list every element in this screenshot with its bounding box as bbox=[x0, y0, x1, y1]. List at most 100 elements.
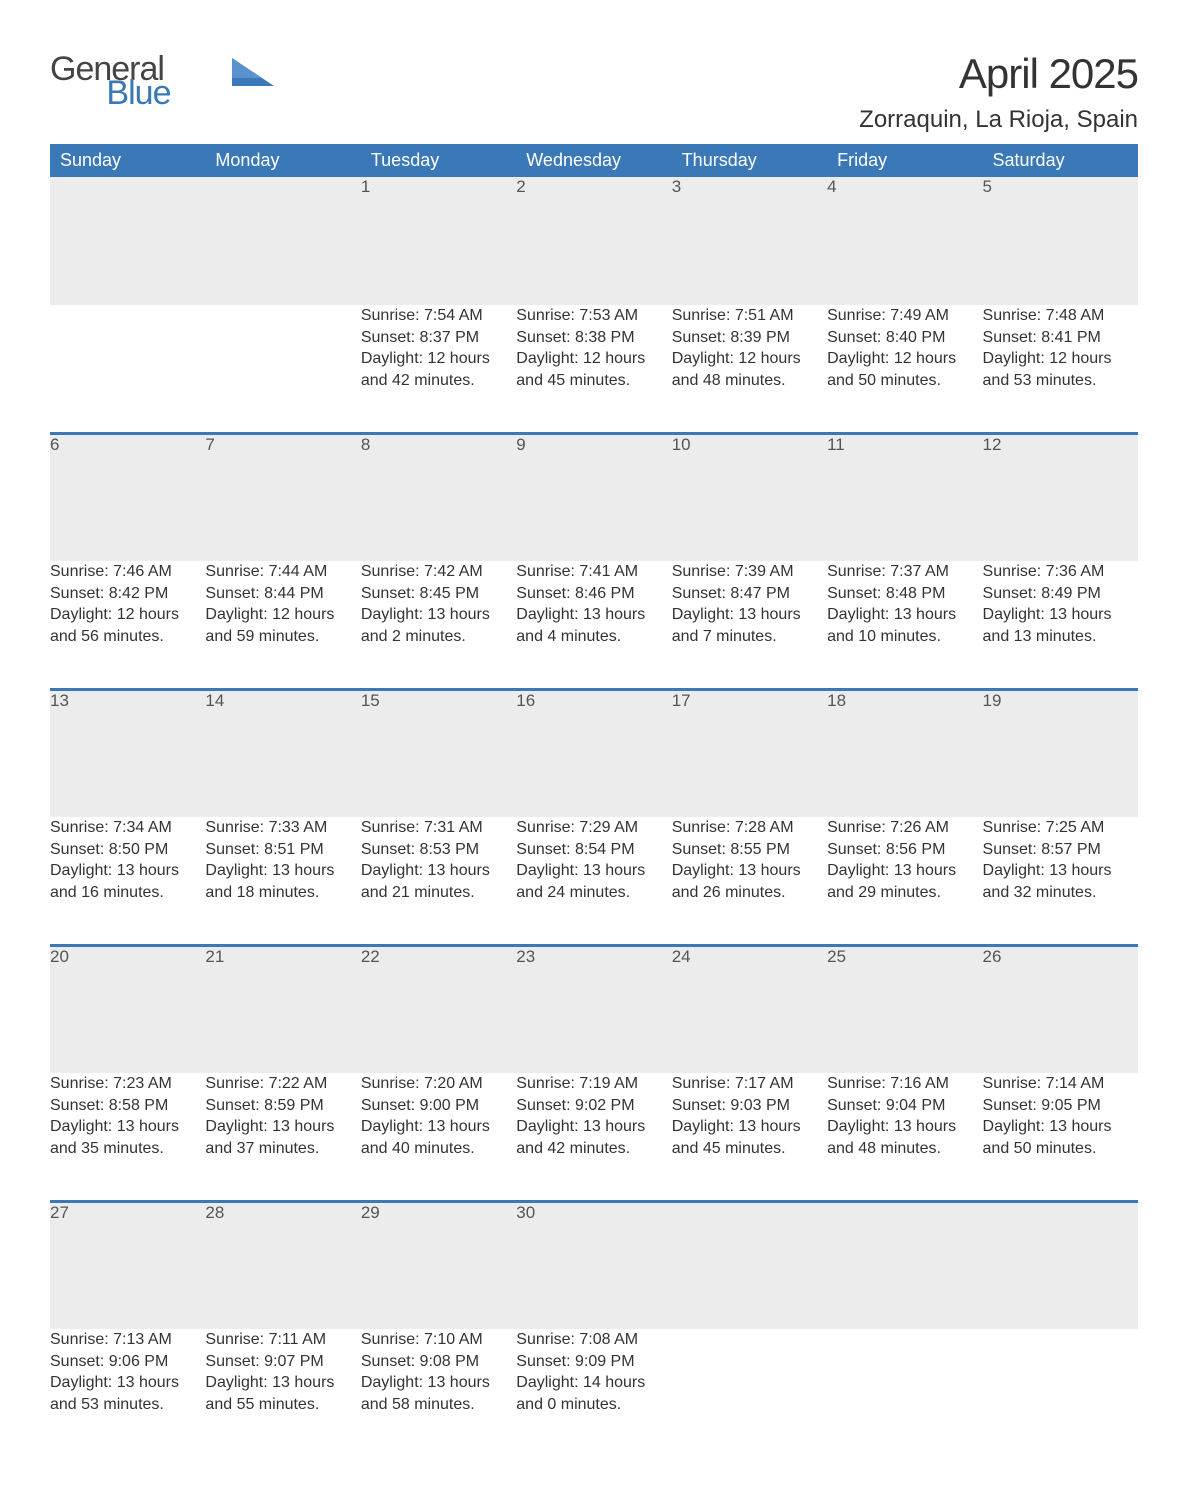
sunset-label: Sunset: bbox=[50, 585, 109, 602]
sunset-value: 8:40 PM bbox=[886, 329, 946, 346]
sunrise-line: Sunrise: 7:13 AM bbox=[50, 1329, 205, 1351]
day-number: 25 bbox=[827, 947, 846, 966]
day-content-cell: Sunrise: 7:29 AMSunset: 8:54 PMDaylight:… bbox=[516, 817, 671, 945]
daylight-line: Daylight: 13 hours and 13 minutes. bbox=[983, 604, 1138, 647]
sunrise-value: 7:17 AM bbox=[735, 1075, 794, 1092]
sunset-line: Sunset: 9:02 PM bbox=[516, 1095, 671, 1117]
sunrise-label: Sunrise: bbox=[361, 1075, 424, 1092]
day-content-cell bbox=[50, 305, 205, 433]
day-content-row: Sunrise: 7:34 AMSunset: 8:50 PMDaylight:… bbox=[50, 817, 1138, 945]
daylight-label: Daylight: bbox=[361, 1118, 428, 1135]
day-content-cell: Sunrise: 7:17 AMSunset: 9:03 PMDaylight:… bbox=[672, 1073, 827, 1201]
day-number: 20 bbox=[50, 947, 69, 966]
sunrise-value: 7:54 AM bbox=[424, 307, 483, 324]
sunset-line: Sunset: 8:59 PM bbox=[205, 1095, 360, 1117]
day-number: 12 bbox=[983, 435, 1002, 454]
sunrise-label: Sunrise: bbox=[516, 1331, 579, 1348]
sunrise-line: Sunrise: 7:08 AM bbox=[516, 1329, 671, 1351]
daylight-line: Daylight: 13 hours and 45 minutes. bbox=[672, 1116, 827, 1159]
sunrise-line: Sunrise: 7:49 AM bbox=[827, 305, 982, 327]
sunset-line: Sunset: 8:45 PM bbox=[361, 583, 516, 605]
sunset-label: Sunset: bbox=[516, 1097, 575, 1114]
sunrise-line: Sunrise: 7:23 AM bbox=[50, 1073, 205, 1095]
sunset-line: Sunset: 9:00 PM bbox=[361, 1095, 516, 1117]
day-content-cell: Sunrise: 7:54 AMSunset: 8:37 PMDaylight:… bbox=[361, 305, 516, 433]
day-number-row: 27282930 bbox=[50, 1201, 1138, 1329]
daylight-line: Daylight: 13 hours and 37 minutes. bbox=[205, 1116, 360, 1159]
sunset-line: Sunset: 9:04 PM bbox=[827, 1095, 982, 1117]
daylight-line: Daylight: 12 hours and 56 minutes. bbox=[50, 604, 205, 647]
sunset-line: Sunset: 8:37 PM bbox=[361, 327, 516, 349]
sunrise-label: Sunrise: bbox=[827, 307, 890, 324]
sunset-label: Sunset: bbox=[361, 329, 420, 346]
daylight-line: Daylight: 13 hours and 48 minutes. bbox=[827, 1116, 982, 1159]
sunset-line: Sunset: 8:49 PM bbox=[983, 583, 1138, 605]
day-number: 2 bbox=[516, 177, 525, 196]
sunset-label: Sunset: bbox=[672, 1097, 731, 1114]
day-content-cell: Sunrise: 7:39 AMSunset: 8:47 PMDaylight:… bbox=[672, 561, 827, 689]
sunrise-label: Sunrise: bbox=[983, 307, 1046, 324]
daylight-line: Daylight: 13 hours and 16 minutes. bbox=[50, 860, 205, 903]
sunrise-value: 7:20 AM bbox=[424, 1075, 483, 1092]
sunset-value: 8:59 PM bbox=[264, 1097, 324, 1114]
sunset-value: 9:04 PM bbox=[886, 1097, 946, 1114]
day-number-cell: 22 bbox=[361, 945, 516, 1073]
day-number: 8 bbox=[361, 435, 370, 454]
day-number-cell: 23 bbox=[516, 945, 671, 1073]
day-number-cell: 30 bbox=[516, 1201, 671, 1329]
calendar-table: Sunday Monday Tuesday Wednesday Thursday… bbox=[50, 144, 1138, 1457]
day-number-row: 13141516171819 bbox=[50, 689, 1138, 817]
sunset-value: 9:07 PM bbox=[264, 1353, 324, 1370]
day-number-cell: 26 bbox=[983, 945, 1138, 1073]
sunrise-line: Sunrise: 7:33 AM bbox=[205, 817, 360, 839]
sunrise-line: Sunrise: 7:26 AM bbox=[827, 817, 982, 839]
sunrise-label: Sunrise: bbox=[672, 1075, 735, 1092]
sunrise-label: Sunrise: bbox=[672, 563, 735, 580]
day-content-cell: Sunrise: 7:19 AMSunset: 9:02 PMDaylight:… bbox=[516, 1073, 671, 1201]
day-number-cell: 20 bbox=[50, 945, 205, 1073]
daylight-label: Daylight: bbox=[827, 862, 894, 879]
sunset-line: Sunset: 8:47 PM bbox=[672, 583, 827, 605]
day-number-cell: 25 bbox=[827, 945, 982, 1073]
sunset-line: Sunset: 8:53 PM bbox=[361, 839, 516, 861]
day-number-cell: 19 bbox=[983, 689, 1138, 817]
sunset-value: 8:58 PM bbox=[109, 1097, 169, 1114]
daylight-label: Daylight: bbox=[672, 350, 739, 367]
sunrise-label: Sunrise: bbox=[516, 1075, 579, 1092]
sunset-value: 8:48 PM bbox=[886, 585, 946, 602]
day-number-cell: 6 bbox=[50, 433, 205, 561]
day-content-cell: Sunrise: 7:14 AMSunset: 9:05 PMDaylight:… bbox=[983, 1073, 1138, 1201]
weekday-header: Monday bbox=[205, 144, 360, 177]
sunrise-value: 7:10 AM bbox=[424, 1331, 483, 1348]
sunrise-value: 7:46 AM bbox=[113, 563, 172, 580]
sunset-line: Sunset: 9:07 PM bbox=[205, 1351, 360, 1373]
sunset-value: 8:51 PM bbox=[264, 841, 324, 858]
weekday-header: Saturday bbox=[983, 144, 1138, 177]
sunset-line: Sunset: 8:56 PM bbox=[827, 839, 982, 861]
sunset-label: Sunset: bbox=[205, 1353, 264, 1370]
day-content-row: Sunrise: 7:23 AMSunset: 8:58 PMDaylight:… bbox=[50, 1073, 1138, 1201]
daylight-label: Daylight: bbox=[361, 606, 428, 623]
day-number-row: 20212223242526 bbox=[50, 945, 1138, 1073]
sunset-line: Sunset: 8:51 PM bbox=[205, 839, 360, 861]
daylight-label: Daylight: bbox=[672, 606, 739, 623]
sunset-line: Sunset: 8:40 PM bbox=[827, 327, 982, 349]
sunset-label: Sunset: bbox=[827, 585, 886, 602]
sunset-label: Sunset: bbox=[205, 1097, 264, 1114]
sunrise-value: 7:22 AM bbox=[269, 1075, 328, 1092]
sunset-label: Sunset: bbox=[361, 1353, 420, 1370]
day-number-cell bbox=[50, 177, 205, 305]
day-number-cell: 28 bbox=[205, 1201, 360, 1329]
sunset-value: 9:02 PM bbox=[575, 1097, 635, 1114]
day-number-cell: 29 bbox=[361, 1201, 516, 1329]
day-number: 6 bbox=[50, 435, 59, 454]
sunrise-label: Sunrise: bbox=[672, 819, 735, 836]
day-content-cell bbox=[205, 305, 360, 433]
daylight-line: Daylight: 13 hours and 32 minutes. bbox=[983, 860, 1138, 903]
sunset-label: Sunset: bbox=[516, 841, 575, 858]
day-number-cell bbox=[983, 1201, 1138, 1329]
day-number: 16 bbox=[516, 691, 535, 710]
daylight-line: Daylight: 13 hours and 35 minutes. bbox=[50, 1116, 205, 1159]
sunrise-value: 7:13 AM bbox=[113, 1331, 172, 1348]
daylight-label: Daylight: bbox=[361, 350, 428, 367]
